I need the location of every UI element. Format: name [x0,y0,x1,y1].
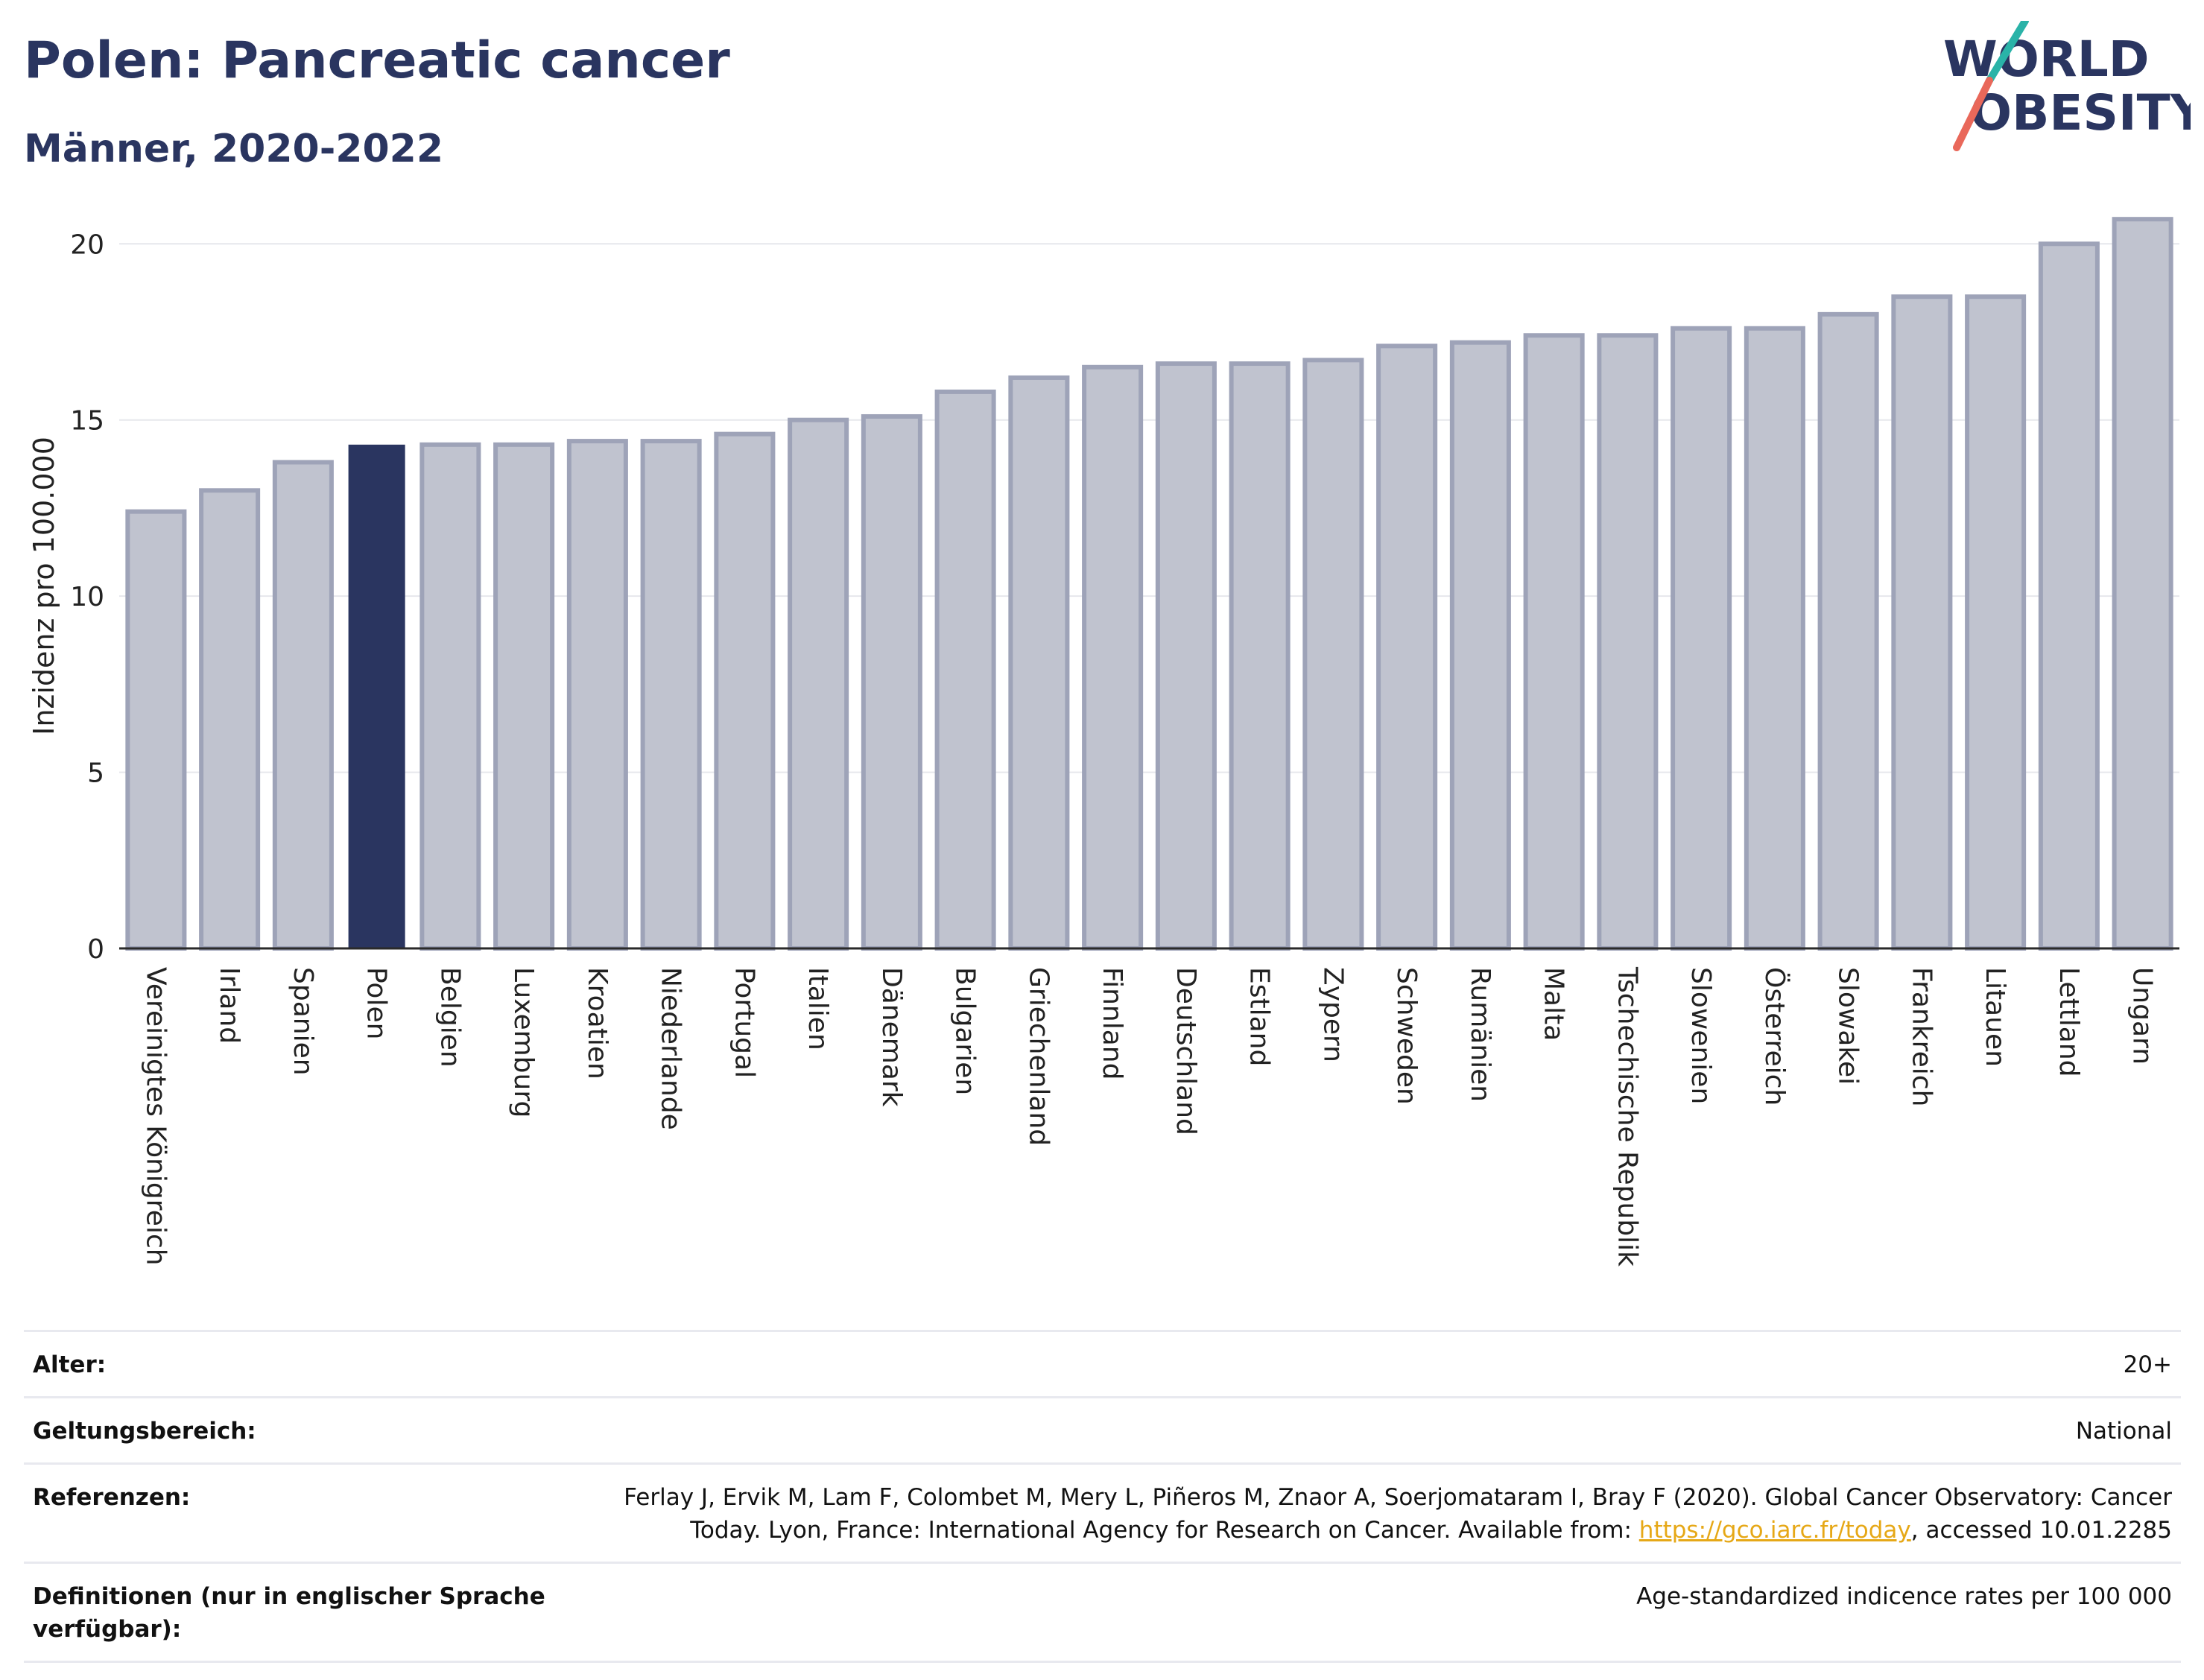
bar-portugal [714,431,776,951]
bar-spanien [272,460,334,951]
bars [125,217,2173,951]
bar-frankreich [1891,294,1953,951]
x-tick-label: Kroatien [582,967,612,1080]
metadata-table: Alter: 20+ Geltungsbereich: National Ref… [24,1330,2181,1663]
page-subtitle: Männer, 2020-2022 [24,127,444,171]
references-label: Referenzen: [33,1484,191,1511]
x-tick-label: Tschechische Republik [1612,966,1642,1267]
x-tick-label: Österreich [1759,967,1790,1106]
meta-row-definitions: Definitionen (nur in englischer Sprache … [24,1562,2181,1663]
y-tick-label: 15 [70,406,104,437]
x-tick-label: Spanien [288,967,318,1076]
x-tick-label: Slowakei [1833,967,1863,1085]
bar-tschechische-republik [1597,333,1659,951]
bar-niederlande [640,439,702,951]
bar-malta [1523,333,1585,951]
bar-griechenland [1008,375,1070,951]
scope-value: National [2075,1418,2172,1445]
meta-row-age: Alter: 20+ [24,1330,2181,1396]
bar-ungarn [2112,217,2173,951]
world-obesity-logo: WORLD OBESITY [1943,21,2191,151]
x-tick-label: Slowenien [1685,967,1716,1104]
meta-row-references: Referenzen: Ferlay J, Ervik M, Lam F, Co… [24,1462,2181,1562]
bar-belgien [419,442,481,951]
bar-zypern [1302,358,1364,951]
x-tick-label: Frankreich [1906,967,1937,1106]
y-axis-label: Inzidenz pro 100.000 [28,437,60,735]
meta-row-scope: Geltungsbereich: National [24,1396,2181,1462]
y-tick-label: 10 [70,582,104,612]
bar-schweden [1376,343,1438,951]
bar-slowenien [1671,326,1732,951]
x-tick-label: Niederlande [656,967,686,1130]
x-tick-label: Litauen [1980,967,2010,1067]
x-tick-label: Griechenland [1023,967,1054,1146]
bar-italien [788,417,849,951]
bar-polen [348,444,405,948]
logo-line2: OBESITY [1970,84,2191,142]
x-tick-label: Finnland [1097,967,1127,1080]
x-tick-label: Rumänien [1465,967,1495,1102]
age-label: Alter: [33,1351,107,1378]
y-tick-label: 5 [87,758,104,789]
axes: 0 5 10 15 20 Vereinigtes Königreich Irland Span… [70,229,2179,1267]
y-tick-label: 20 [70,229,104,260]
y-tick-label: 0 [87,934,104,965]
reference-text: Ferlay J, Ervik M, Lam F, Colombet M, Me… [624,1484,2172,1544]
x-tick-label: Lettland [2053,967,2084,1077]
scope-label: Geltungsbereich: [33,1418,256,1445]
bar-bulgarien [934,389,996,951]
x-tick-label: Estland [1244,967,1275,1066]
logo-line1: WORLD [1943,31,2150,88]
x-tick-label: Dänemark [876,967,907,1107]
reference-link[interactable]: https://gco.iarc.fr/today [1638,1517,1911,1544]
x-tick-label: Schweden [1391,967,1422,1105]
bar-lettland [2038,241,2100,951]
logo-slash-bottom [1953,77,1993,151]
bar-kroatien [566,439,628,951]
bar-finnland [1082,364,1144,951]
x-tick-label: Zypern [1317,967,1348,1062]
definitions-label: Definitionen (nur in englischer Sprache … [33,1583,545,1643]
x-tick-label: Belgien [434,967,465,1068]
bar-österreich [1744,326,1805,951]
page-title: Polen: Pancreatic cancer [24,31,730,90]
x-tick-label: Polen [361,967,392,1039]
x-tick-label: Portugal [729,967,759,1078]
reference-accessed: , accessed 10.01.2285 [1910,1517,2172,1544]
bar-rumänien [1449,340,1511,951]
bar-chart: 0 5 10 15 20 Vereinigtes Königreich Irland Span… [28,217,2179,1267]
bar-dänemark [861,413,922,951]
x-tick-label: Italien [802,967,833,1050]
definitions-value: Age-standardized indicence rates per 100… [1636,1583,2172,1610]
bar-luxemburg [493,442,555,951]
bar-vereinigtes-königreich [125,509,187,951]
x-tick-label: Luxemburg [508,967,539,1118]
x-tick-label: Bulgarien [950,967,981,1095]
bar-slowakei [1817,311,1879,951]
age-value: 20+ [2123,1351,2172,1378]
bar-irland [199,488,261,951]
x-tick-label: Deutschland [1171,967,1201,1135]
x-tick-label: Ungarn [2127,967,2158,1065]
references-value: Ferlay J, Ervik M, Lam F, Colombet M, Me… [607,1481,2172,1547]
bar-estland [1229,361,1291,951]
logo-slash-top [1986,21,2029,84]
x-tick-label: Irland [214,967,244,1044]
bar-deutschland [1155,361,1217,951]
x-tick-label: Vereinigtes Königreich [140,967,171,1266]
bar-litauen [1965,294,2027,951]
x-tick-label: Malta [1539,967,1569,1041]
